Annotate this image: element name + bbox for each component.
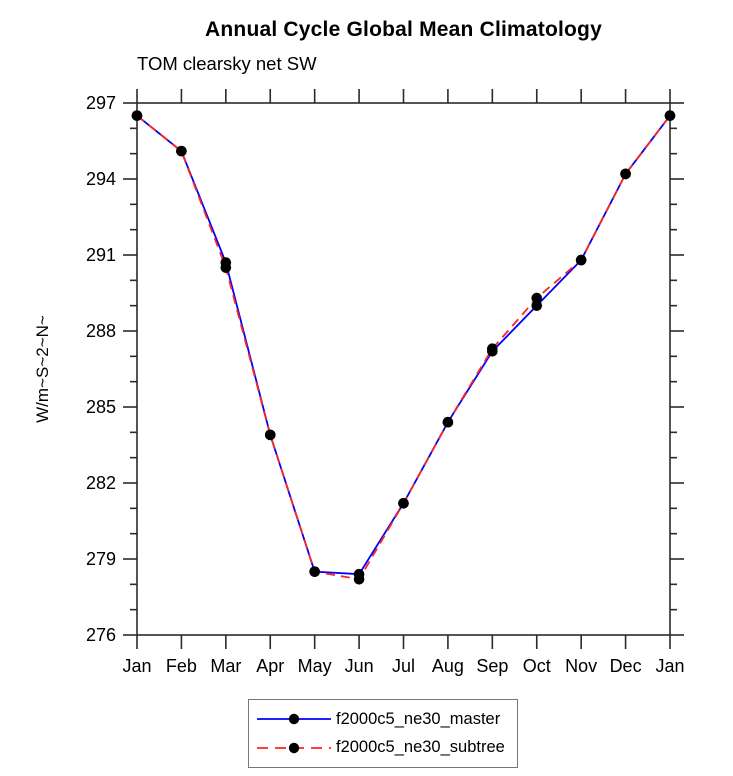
x-tick-label: Dec (610, 656, 642, 676)
axis-labels: Jan Feb Mar Apr May Jun Jul Aug Sep Oct Nov Dec Jan 2… (33, 93, 685, 676)
y-tick-label: 279 (86, 549, 116, 569)
legend-item-master: f2000c5_ne30_master (254, 710, 517, 729)
x-tick-label: Apr (256, 656, 284, 676)
legend-marker-dot (288, 713, 300, 725)
legend-item-subtree: f2000c5_ne30_subtree (254, 738, 517, 757)
x-tick-label: May (298, 656, 332, 676)
x-tick-label: Jun (345, 656, 374, 676)
x-tick-label: Jul (392, 656, 415, 676)
y-tick-label: 282 (86, 473, 116, 493)
data-point-markers (131, 110, 676, 585)
x-tick-label: Feb (166, 656, 197, 676)
legend-label-subtree: f2000c5_ne30_subtree (336, 738, 505, 757)
y-tick-label: 294 (86, 169, 116, 189)
climatology-line-chart: Jan Feb Mar Apr May Jun Jul Aug Sep Oct Nov Dec Jan 2… (33, 89, 685, 676)
chart-subtitle: TOM clearsky net SW (137, 53, 317, 74)
x-tick-label: Jan (122, 656, 151, 676)
y-tick-label: 285 (86, 397, 116, 417)
legend-key-dashed-line (257, 742, 331, 754)
x-tick-label: Oct (523, 656, 551, 676)
x-tick-label: Aug (432, 656, 464, 676)
x-tick-label: Jan (655, 656, 684, 676)
legend-label-master: f2000c5_ne30_master (336, 709, 501, 728)
axes-and-ticks (123, 89, 684, 649)
legend-marker-dot (288, 742, 300, 754)
x-tick-label: Sep (476, 656, 508, 676)
y-tick-label: 291 (86, 245, 116, 265)
y-tick-label: 297 (86, 93, 116, 113)
legend-box: f2000c5_ne30_master f2000c5_ne30_subtree (248, 699, 518, 768)
y-tick-label: 276 (86, 625, 116, 645)
chart-title: Annual Cycle Global Mean Climatology (205, 18, 602, 41)
legend-key-solid-line (257, 713, 331, 725)
y-axis-title: W/m~S~2~N~ (33, 315, 52, 423)
y-tick-label: 288 (86, 321, 116, 341)
x-tick-label: Mar (210, 656, 241, 676)
series-line-f2000c5_ne30_subtree (136, 114, 671, 581)
x-tick-label: Nov (565, 656, 597, 676)
